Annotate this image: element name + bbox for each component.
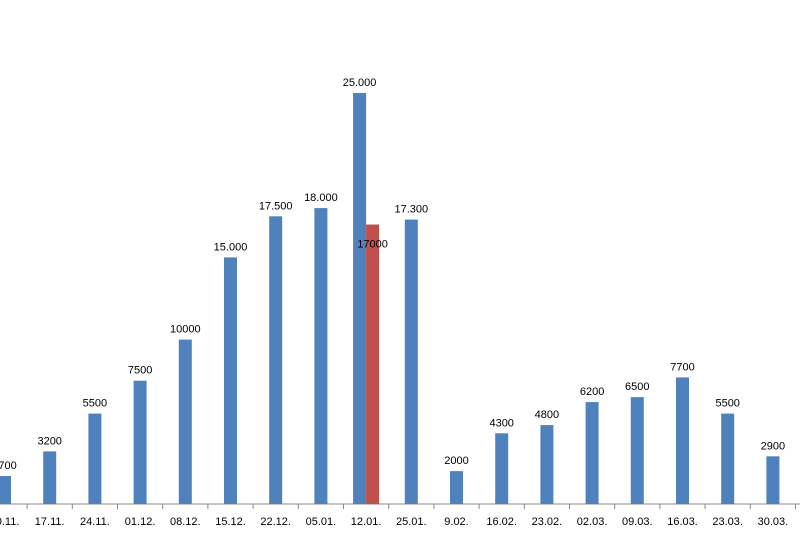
data-label-series-1: 1700: [0, 460, 17, 472]
data-label-series-2: 17000: [357, 239, 388, 251]
data-label-series-1: 4300: [489, 417, 513, 429]
data-label-series-1: 17.500: [259, 200, 293, 212]
bar-series-1: [585, 402, 599, 504]
x-tick-label: 08.12.: [170, 516, 201, 528]
x-axis-tick-labels: 10.11. 17.11. 24.11. 01.12. 08.12. 15.12. 22.1…: [0, 516, 788, 528]
data-label-series-1: 5500: [83, 398, 107, 410]
bar-series-1: [721, 413, 735, 504]
bar-series-2: [366, 224, 380, 504]
data-labels: 1700 3200 5500 7500 10000 15.000 17.500 18.000 2…: [0, 77, 785, 472]
bar-series-1: [630, 397, 644, 504]
x-tick-label: 23.03.: [712, 516, 743, 528]
x-tick-label: 12.01.: [351, 516, 382, 528]
data-label-series-1: 3200: [37, 435, 61, 447]
data-label-series-1: 2900: [761, 440, 785, 452]
x-tick-label: 02.03.: [577, 516, 608, 528]
bar-series-1: [269, 216, 283, 505]
bar-series-1: [314, 208, 328, 504]
bar-series-1: [178, 339, 192, 504]
bar-series-1: [676, 377, 689, 504]
x-tick-label: 24.11.: [80, 516, 110, 528]
x-tick-label: 17.11.: [35, 516, 65, 528]
bar-series-1: [353, 93, 367, 504]
data-label-series-1: 6200: [580, 386, 604, 398]
bar-series-1: [0, 476, 11, 504]
bars: [0, 93, 780, 505]
x-tick-label: 16.02.: [486, 516, 517, 528]
bar-series-1: [450, 471, 463, 504]
data-label-series-1: 4800: [535, 409, 559, 421]
data-label-series-1: 18.000: [304, 192, 338, 204]
x-tick-label: 23.02.: [532, 516, 563, 528]
x-tick-label: 10.11.: [0, 516, 19, 528]
data-label-series-1: 5500: [715, 398, 739, 410]
x-tick-label: 05.01.: [306, 516, 337, 528]
bar-series-1: [88, 413, 102, 504]
data-label-series-1: 7700: [670, 361, 694, 373]
bar-series-1: [43, 451, 57, 504]
x-tick-label: 15.12.: [215, 516, 246, 528]
bar-series-1: [495, 433, 509, 504]
x-axis-ticks: [26, 504, 796, 509]
data-label-series-1: 15.000: [214, 241, 248, 253]
x-tick-label: 09.03.: [622, 516, 653, 528]
x-tick-label: 22.12.: [260, 516, 291, 528]
bar-series-1: [133, 380, 147, 504]
x-tick-label: 9.02.: [444, 516, 468, 528]
data-label-series-1: 25.000: [343, 77, 377, 89]
bar-series-1: [540, 425, 554, 504]
bar-series-1: [766, 456, 780, 504]
bar-series-1: [404, 219, 418, 504]
data-label-series-1: 10000: [170, 324, 201, 336]
data-label-series-1: 17.300: [394, 204, 428, 216]
bar-series-1: [224, 257, 237, 504]
data-label-series-1: 2000: [444, 455, 468, 467]
x-tick-label: 01.12.: [125, 516, 156, 528]
data-label-series-1: 6500: [625, 381, 649, 393]
x-tick-label: 16.03.: [667, 516, 698, 528]
x-tick-label: 30.03.: [758, 516, 789, 528]
data-label-series-1: 7500: [128, 365, 152, 377]
x-tick-label: 25.01.: [396, 516, 427, 528]
